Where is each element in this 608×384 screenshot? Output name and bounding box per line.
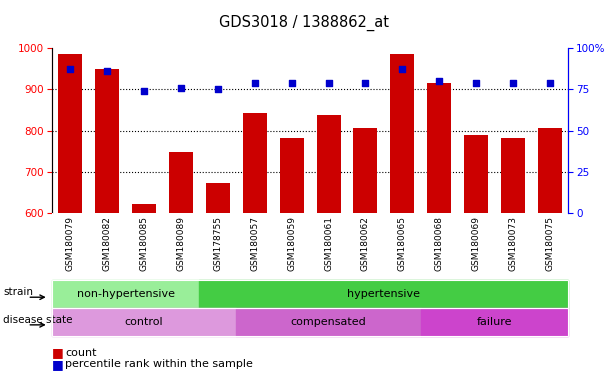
Text: GSM180082: GSM180082 bbox=[103, 217, 111, 271]
Bar bbox=[538, 129, 562, 213]
Text: GSM180069: GSM180069 bbox=[472, 217, 481, 271]
Bar bbox=[390, 54, 415, 213]
Bar bbox=[501, 138, 525, 213]
Bar bbox=[464, 135, 488, 213]
Point bbox=[65, 66, 75, 73]
Text: failure: failure bbox=[477, 317, 513, 327]
Text: GSM180059: GSM180059 bbox=[287, 217, 296, 271]
Bar bbox=[206, 184, 230, 213]
Text: strain: strain bbox=[3, 287, 33, 297]
Point bbox=[250, 79, 260, 86]
Point bbox=[213, 86, 223, 92]
Point bbox=[139, 88, 149, 94]
Text: control: control bbox=[125, 317, 164, 327]
Text: GSM178755: GSM178755 bbox=[213, 217, 223, 271]
Point bbox=[102, 68, 112, 74]
Text: percentile rank within the sample: percentile rank within the sample bbox=[65, 359, 253, 369]
Text: ■: ■ bbox=[52, 346, 63, 359]
Bar bbox=[58, 54, 82, 213]
Text: GSM180062: GSM180062 bbox=[361, 217, 370, 271]
Bar bbox=[95, 69, 119, 213]
Bar bbox=[317, 115, 340, 213]
Text: GDS3018 / 1388862_at: GDS3018 / 1388862_at bbox=[219, 15, 389, 31]
Text: ■: ■ bbox=[52, 358, 63, 371]
Bar bbox=[280, 137, 303, 213]
Bar bbox=[427, 83, 451, 213]
Point bbox=[361, 79, 370, 86]
Text: GSM180057: GSM180057 bbox=[250, 217, 259, 271]
Text: non-hypertensive: non-hypertensive bbox=[77, 289, 174, 299]
Text: GSM180079: GSM180079 bbox=[66, 217, 75, 271]
Text: compensated: compensated bbox=[291, 317, 367, 327]
Text: GSM180075: GSM180075 bbox=[545, 217, 554, 271]
Point bbox=[323, 79, 333, 86]
Text: count: count bbox=[65, 348, 97, 358]
Point bbox=[545, 79, 555, 86]
Text: disease state: disease state bbox=[3, 315, 72, 325]
Point bbox=[471, 79, 481, 86]
Point bbox=[287, 79, 297, 86]
Text: GSM180089: GSM180089 bbox=[176, 217, 185, 271]
Text: GSM180061: GSM180061 bbox=[324, 217, 333, 271]
Point bbox=[434, 78, 444, 84]
Bar bbox=[243, 113, 267, 213]
Text: GSM180065: GSM180065 bbox=[398, 217, 407, 271]
Text: hypertensive: hypertensive bbox=[347, 289, 420, 299]
Bar bbox=[132, 204, 156, 213]
Point bbox=[508, 79, 518, 86]
Bar bbox=[169, 152, 193, 213]
Bar bbox=[353, 128, 378, 213]
Point bbox=[176, 84, 186, 91]
Text: GSM180073: GSM180073 bbox=[509, 217, 517, 271]
Point bbox=[398, 66, 407, 73]
Text: GSM180085: GSM180085 bbox=[139, 217, 148, 271]
Text: GSM180068: GSM180068 bbox=[435, 217, 444, 271]
